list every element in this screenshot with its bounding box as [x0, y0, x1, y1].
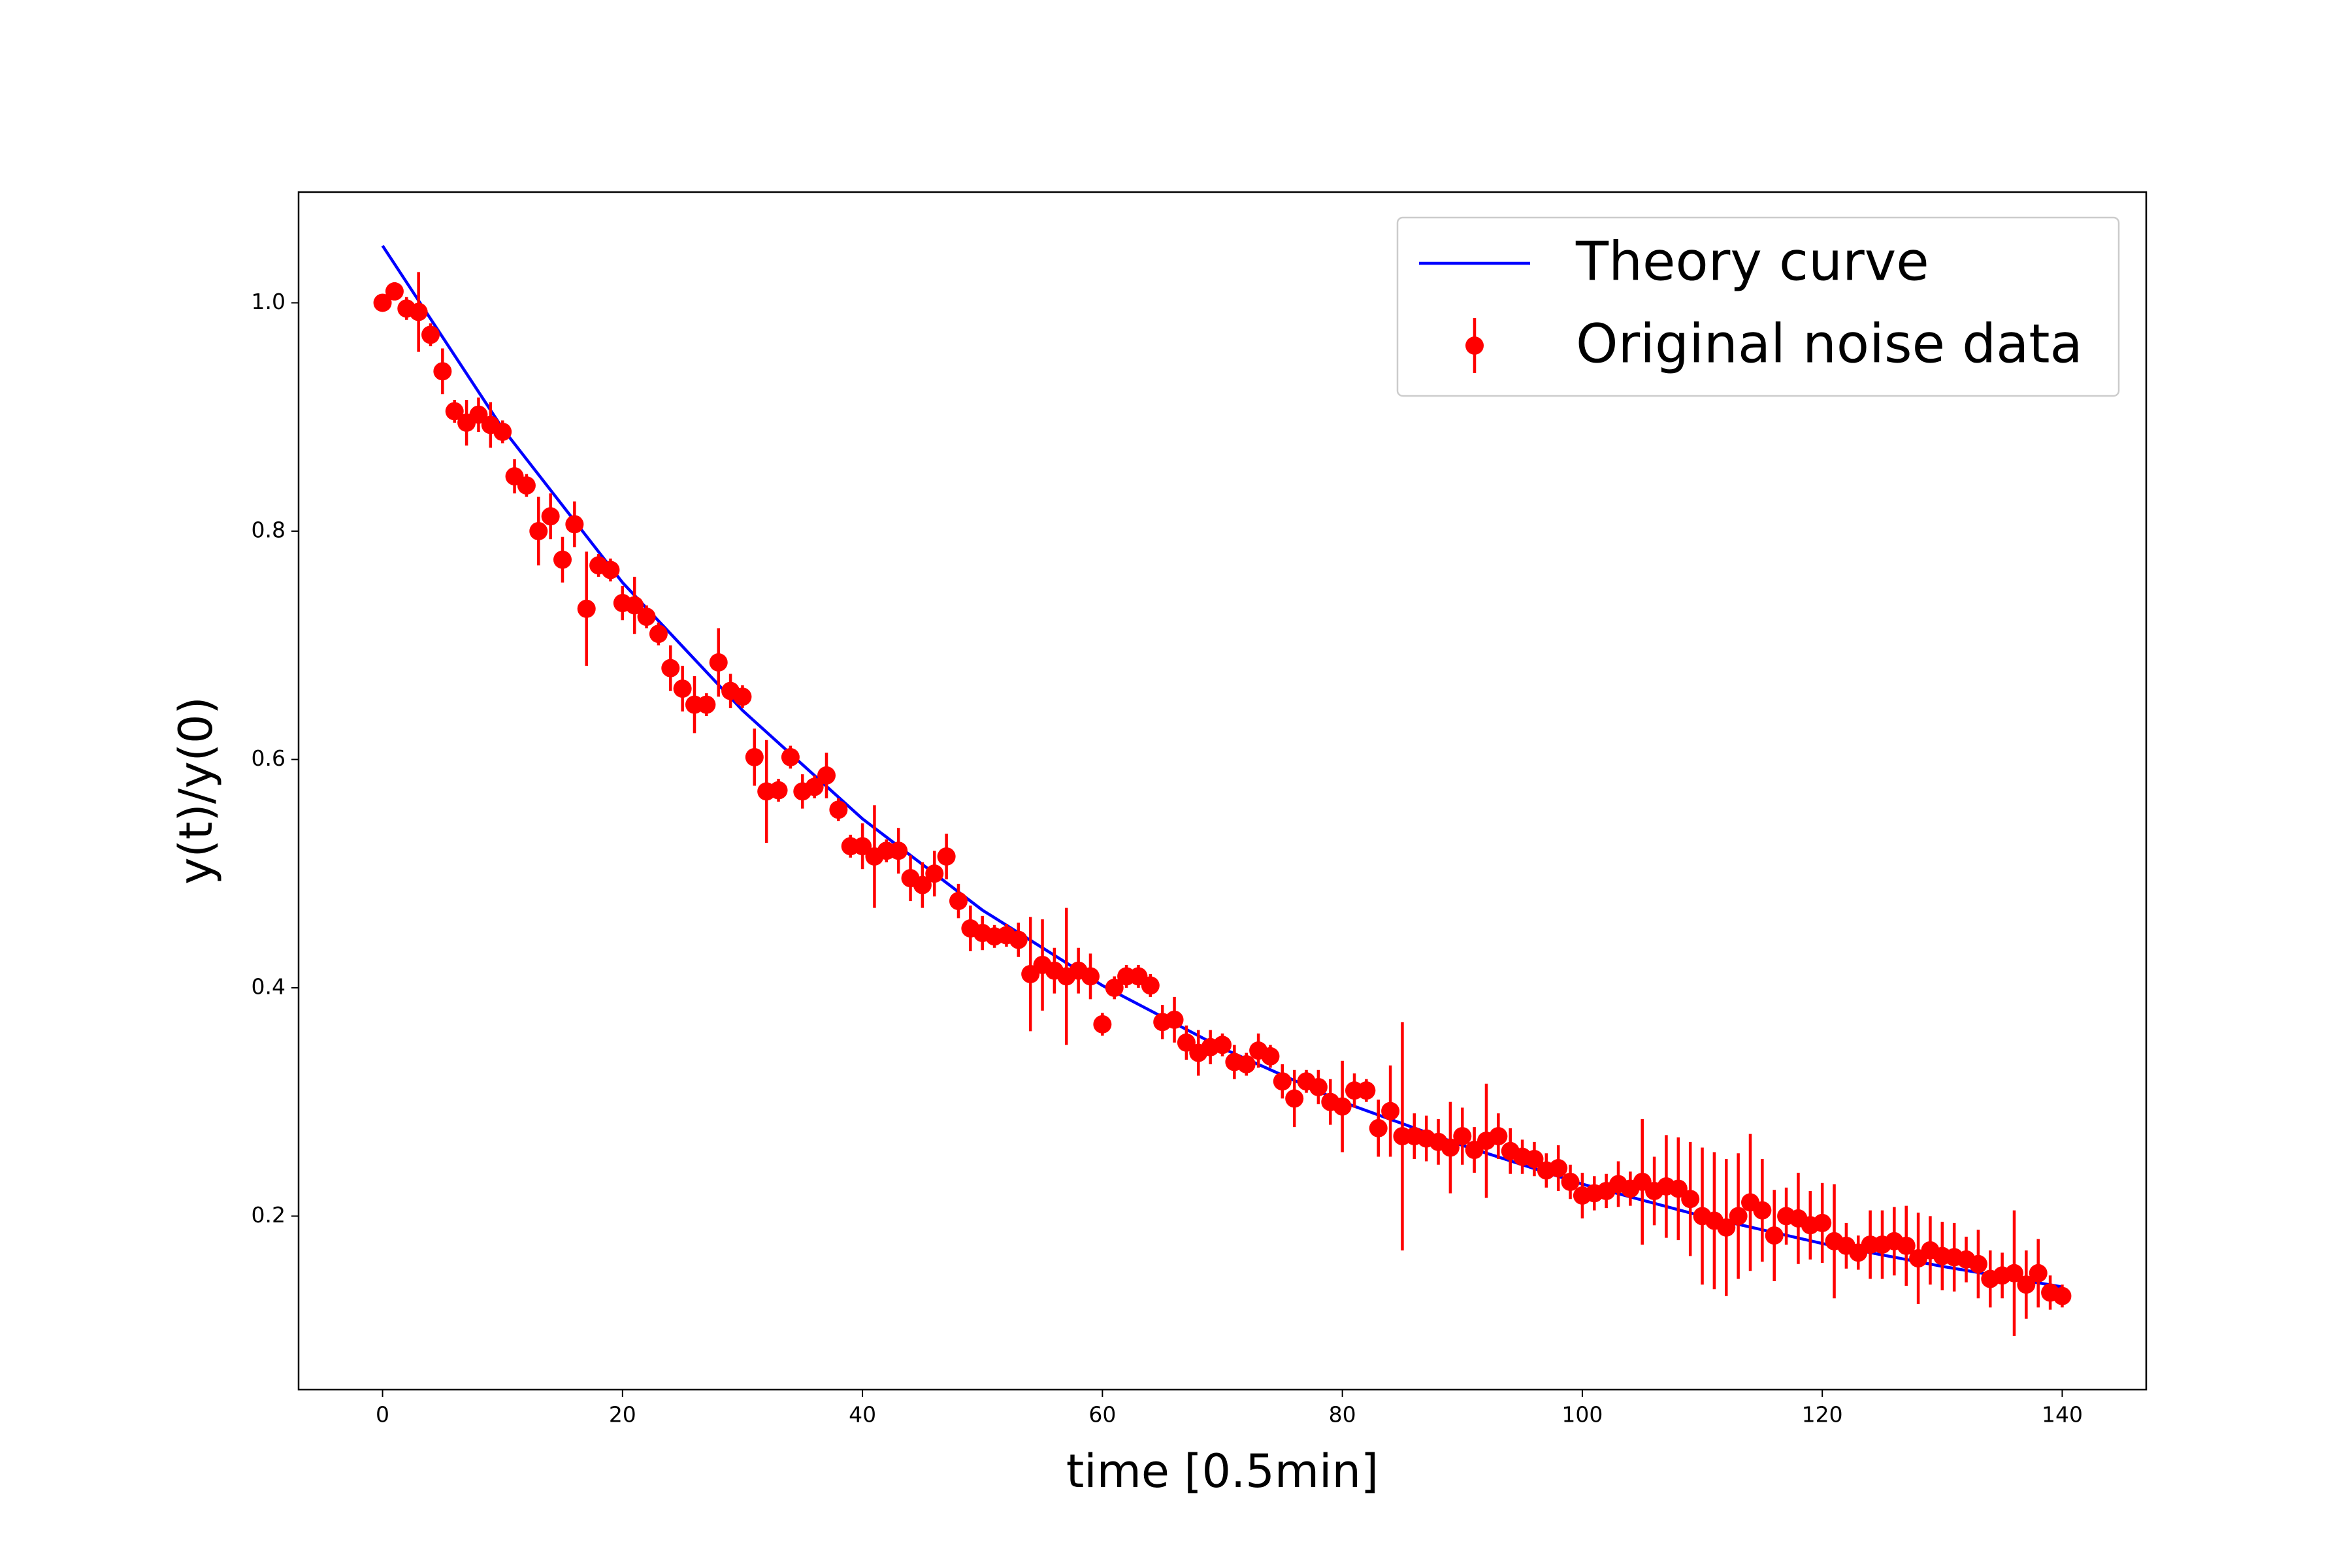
y-tick-label: 0.4 [252, 973, 286, 999]
data-point [829, 800, 848, 819]
data-point [493, 422, 512, 441]
data-point [1105, 978, 1124, 997]
data-point [937, 847, 956, 866]
data-point [1525, 1150, 1544, 1169]
data-point [373, 293, 392, 312]
data-point [2029, 1264, 2048, 1282]
data-point [1081, 967, 1100, 986]
data-point [1489, 1127, 1508, 1146]
data-point [1273, 1072, 1292, 1091]
data-point [601, 561, 620, 580]
y-tick-label: 0.6 [252, 745, 286, 771]
data-point [1009, 930, 1028, 949]
data-point [1717, 1218, 1736, 1237]
data-point [697, 695, 716, 714]
data-point [541, 507, 560, 526]
data-point [1765, 1226, 1784, 1245]
data-point [1813, 1213, 1832, 1232]
x-tick-label: 120 [1802, 1402, 1843, 1428]
data-point [517, 476, 536, 495]
data-point [853, 837, 872, 856]
data-point [1165, 1010, 1184, 1029]
data-point [889, 841, 908, 860]
plot-frame [297, 191, 2148, 1391]
data-point [1261, 1047, 1280, 1066]
data-point [1729, 1207, 1748, 1226]
data-point [769, 781, 788, 800]
data-point [433, 362, 452, 381]
data-point [661, 659, 680, 678]
data-point [1753, 1201, 1772, 1220]
data-point [1093, 1015, 1112, 1034]
data-point [1453, 1127, 1472, 1146]
data-point [2017, 1275, 2036, 1294]
data-point [781, 747, 800, 766]
x-tick-label: 140 [2042, 1402, 2083, 1428]
data-point [709, 653, 728, 672]
data-point [1968, 1254, 1987, 1273]
y-axis-label: y(t)/y(0) [169, 696, 223, 885]
data-point [1441, 1138, 1460, 1157]
data-point [553, 550, 572, 569]
data-point [565, 515, 584, 534]
data-point [469, 405, 488, 424]
data-point [1381, 1102, 1400, 1120]
y-tick-label: 1.0 [252, 289, 286, 314]
data-point [445, 402, 464, 421]
data-point [1681, 1190, 1700, 1209]
data-point [913, 875, 932, 894]
data-point [2053, 1286, 2072, 1305]
data-point [1213, 1036, 1232, 1054]
data-point [1141, 976, 1160, 995]
data-point [649, 625, 668, 644]
data-point [385, 282, 404, 301]
data-point [805, 777, 824, 796]
data-point [1285, 1089, 1304, 1108]
x-axis-label: time [0.5min] [1066, 1445, 1379, 1498]
data-point [409, 302, 428, 321]
data-point [577, 599, 596, 618]
data-point [1357, 1081, 1376, 1100]
legend-box [1396, 216, 2120, 397]
data-point [1897, 1236, 1916, 1255]
x-tick-label: 20 [609, 1402, 636, 1428]
data-point [733, 687, 752, 706]
x-tick-label: 40 [849, 1402, 876, 1428]
data-point [1669, 1179, 1688, 1198]
data-point [625, 596, 644, 615]
data-point [1369, 1119, 1388, 1137]
data-point [1309, 1077, 1328, 1096]
legend-label: Theory curve [1575, 231, 1929, 293]
data-point [1333, 1097, 1352, 1116]
data-point [421, 325, 440, 344]
data-point [925, 864, 944, 883]
x-tick-label: 100 [1561, 1402, 1603, 1428]
data-point [1177, 1033, 1196, 1052]
data-point [949, 892, 968, 911]
data-point [529, 521, 548, 540]
y-tick-label: 0.8 [252, 517, 286, 542]
x-tick-label: 80 [1329, 1402, 1356, 1428]
y-tick-label: 0.2 [252, 1202, 286, 1228]
data-point [637, 608, 656, 627]
data-point [2005, 1264, 2023, 1282]
x-tick-label: 60 [1088, 1402, 1116, 1428]
data-point [1561, 1172, 1580, 1191]
legend-label: Original noise data [1576, 313, 2083, 375]
x-tick-label: 0 [376, 1402, 389, 1428]
data-point [1549, 1159, 1568, 1178]
legend-marker [1465, 336, 1484, 355]
data-point [745, 747, 764, 766]
data-point [817, 766, 836, 785]
data-point [1237, 1054, 1256, 1073]
data-point [673, 679, 692, 698]
